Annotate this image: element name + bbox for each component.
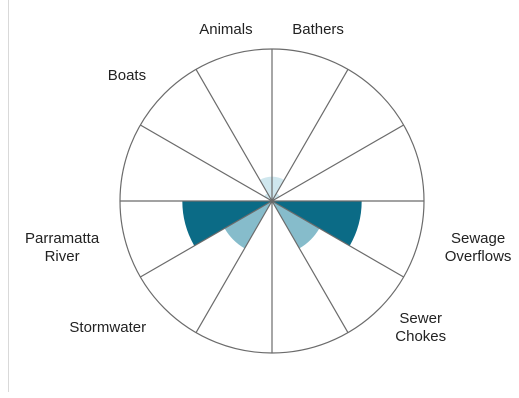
spoke-line bbox=[271, 124, 404, 202]
wedge-parramatta-river bbox=[182, 201, 272, 246]
label-sewage-overflows: Sewage Overflows bbox=[445, 230, 512, 265]
label-parramatta-river: Parramatta River bbox=[25, 230, 100, 265]
left-divider bbox=[8, 0, 9, 392]
spoke-line bbox=[140, 200, 273, 278]
label-bathers: Bathers bbox=[292, 21, 344, 38]
spoke-line bbox=[195, 69, 273, 202]
wedge-segment-2 bbox=[272, 193, 280, 201]
label-stormwater: Stormwater bbox=[69, 319, 146, 336]
spoke-line bbox=[271, 69, 349, 202]
label-sewer-chokes: Sewer Chokes bbox=[395, 310, 446, 345]
spoke-line bbox=[271, 200, 404, 278]
spoke-line bbox=[195, 200, 273, 333]
spoke-line bbox=[140, 124, 273, 202]
wedge-stormwater bbox=[224, 201, 272, 249]
wedge-sewer-chokes bbox=[272, 201, 320, 249]
wedge-sewage-overflows bbox=[272, 201, 362, 246]
label-animals: Animals bbox=[199, 21, 252, 38]
label-boats: Boats bbox=[108, 67, 146, 84]
wedge-boats bbox=[264, 193, 272, 201]
spoke-line bbox=[271, 200, 349, 333]
